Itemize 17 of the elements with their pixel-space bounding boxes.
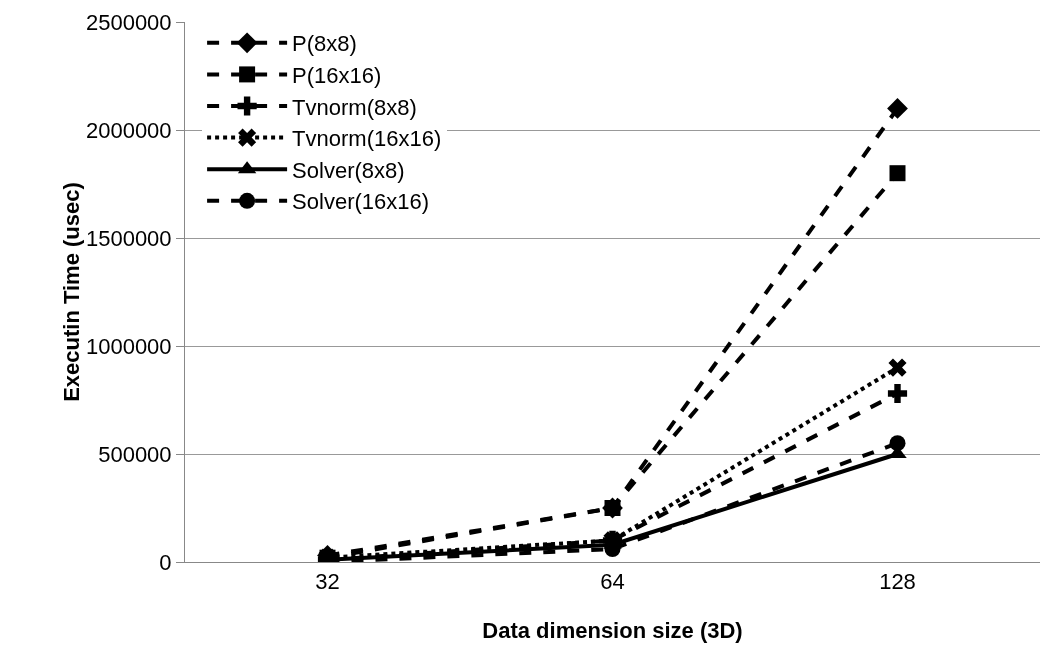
legend-label: Tvnorm(8x8) [292,94,417,120]
legend-label: Solver(8x8) [292,157,405,183]
legend-label: P(8x8) [292,31,357,57]
x-tick-label: 32 [315,569,340,595]
y-tick-label: 1000000 [85,333,172,359]
legend-label: Solver(16x16) [292,189,430,215]
legend-label: Tvnorm(16x16) [292,126,442,152]
y-tick-label: 2000000 [85,117,172,143]
y-tick-label: 1500000 [85,225,172,251]
y-axis-title: Executin Time (usec) [58,182,84,402]
x-tick-label: 128 [879,569,916,595]
y-tick-label: 500000 [98,441,172,467]
x-axis-title: Data dimension size (3D) [482,618,743,643]
legend-label: P(16x16) [292,62,382,88]
y-tick-label: 0 [159,549,172,575]
y-tick-label: 2500000 [85,9,172,35]
x-tick-label: 64 [600,569,625,595]
